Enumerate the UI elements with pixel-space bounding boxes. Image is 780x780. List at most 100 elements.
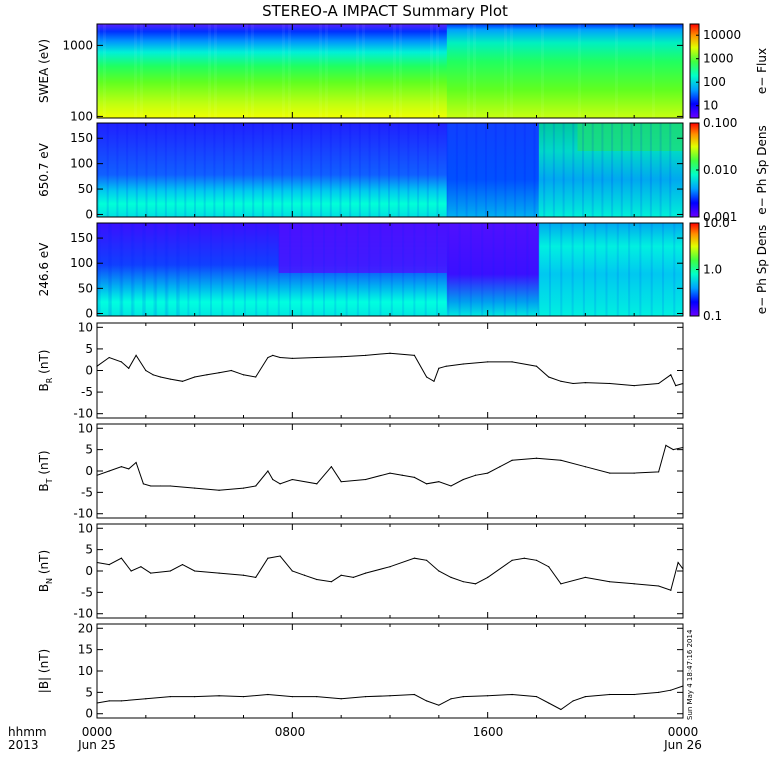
heatmap-pad246-streak: [119, 223, 122, 316]
x-tick-label: 0000: [82, 725, 113, 739]
data-point-bn: [291, 570, 293, 572]
data-point-bn: [657, 585, 660, 587]
data-point-bmag: [682, 685, 684, 687]
data-point-bn: [535, 559, 538, 561]
y-tick-label: -10: [73, 607, 93, 621]
data-point-br: [560, 380, 562, 382]
colorbar-tick-label: 0.010: [703, 163, 737, 177]
heatmap-pad246-streak: [549, 223, 551, 316]
data-point-bmag: [218, 695, 220, 697]
data-point-br: [535, 365, 538, 367]
heatmap-swea-streak: [97, 24, 100, 118]
data-point-br: [159, 376, 162, 378]
data-point-bmag: [389, 695, 391, 697]
data-point-bn: [255, 576, 257, 579]
y-axis-label: 246.6 eV: [37, 242, 51, 297]
heatmap-pad246-streak: [469, 223, 472, 316]
y-tick-label: 0: [85, 564, 93, 578]
data-point-br: [670, 374, 672, 376]
data-point-br: [152, 374, 154, 376]
data-point-bmag: [572, 700, 574, 702]
data-point-bt: [535, 457, 538, 459]
data-point-br: [230, 369, 232, 372]
data-point-bn: [340, 574, 342, 576]
heatmap-pad650-streak: [591, 123, 594, 217]
data-point-bt: [682, 446, 684, 449]
heatmap-pad650-streak: [261, 123, 264, 217]
y-axis-label-main: B: [37, 383, 51, 391]
year-label: 2013: [8, 738, 39, 752]
heatmap-swea-streak: [362, 24, 365, 118]
heatmap-swea-streak: [473, 24, 476, 118]
heatmap-pad650-streak: [543, 123, 546, 217]
data-point-bn: [450, 576, 452, 579]
heatmap-pad650-streak: [368, 123, 371, 217]
heatmap-pad650-streak: [281, 123, 284, 217]
heatmap-pad246-streak: [628, 223, 631, 316]
data-point-bt: [108, 470, 110, 472]
heatmap-swea-streak: [214, 24, 217, 118]
heatmap-swea-streak: [541, 24, 544, 118]
data-point-br: [633, 385, 635, 387]
heatmap-pad246-streak: [345, 223, 348, 316]
data-point-br: [316, 356, 318, 359]
data-point-br: [433, 380, 435, 382]
heatmap-pad246-streak: [210, 223, 212, 316]
heatmap-pad650-streak: [407, 123, 410, 217]
heatmap-pad650-streak: [135, 123, 138, 217]
data-point-bt: [255, 485, 257, 487]
heatmap-pad650-streak: [582, 123, 584, 217]
data-point-bmag: [267, 693, 269, 696]
heatmap-swea-streak: [399, 24, 402, 118]
heatmap-pad650-streak: [358, 123, 361, 217]
heatmap-pad246-streak: [492, 223, 495, 316]
data-point-bmag: [194, 696, 196, 698]
data-point-bn: [194, 570, 196, 572]
heatmap-pad650-streak: [116, 123, 119, 217]
y-axis-label: BN (nT): [37, 550, 54, 592]
data-point-bn: [682, 568, 684, 570]
data-point-bmag: [108, 700, 110, 702]
heatmap-pad246-streak: [232, 223, 235, 316]
heatmap-swea-streak: [578, 24, 581, 118]
y-axis-label-unit: (nT): [37, 350, 51, 378]
data-point-bmag: [242, 696, 245, 698]
data-point-br: [181, 380, 184, 382]
data-point-bt: [150, 485, 152, 487]
y-tick-label: -5: [81, 485, 93, 499]
data-point-br: [462, 363, 464, 365]
heatmap-pad246-streak: [413, 223, 416, 316]
y-tick-label: 5: [85, 342, 93, 356]
heatmap-swea-streak: [467, 24, 470, 118]
data-point-bn: [474, 583, 477, 585]
data-point-bt: [413, 476, 416, 479]
heatmap-pad246-streak: [515, 223, 518, 316]
data-point-bn: [438, 570, 440, 572]
heatmap-pad650-streak: [300, 123, 303, 217]
heatmap-pad246-streak: [177, 223, 180, 316]
data-point-br: [120, 361, 123, 363]
data-point-bmag: [120, 700, 123, 702]
heatmap-pad246-streak: [673, 223, 676, 316]
heatmap-pad246-streak: [266, 223, 269, 316]
heatmap-swea-streak: [436, 24, 439, 118]
data-point-bt: [194, 487, 196, 489]
heatmap-pad650-streak: [465, 123, 468, 217]
heatmap-swea-streak: [652, 24, 655, 118]
heatmap-pad246-streak: [142, 223, 145, 316]
heatmap-pad650-streak: [349, 123, 352, 217]
heatmap-pad246-streak: [143, 223, 146, 316]
heatmap-pad650-streak: [504, 123, 507, 217]
y-tick-label: 100: [70, 256, 93, 270]
series-line-bt: [96, 444, 684, 491]
y-tick-label: -5: [81, 385, 93, 399]
y-tick-label: 10: [78, 421, 93, 435]
colorbar-tick-label: 100: [703, 75, 726, 89]
timestamp-label: Sun May 4 18:47:16 2014: [686, 629, 694, 720]
data-point-bn: [130, 570, 132, 572]
y-tick-label: 100: [70, 109, 93, 123]
series-line-br: [96, 352, 684, 387]
y-tick-label: 50: [78, 281, 93, 295]
heatmap-pad650-streak: [630, 123, 633, 217]
heatmap-pad246-streak: [436, 223, 438, 316]
